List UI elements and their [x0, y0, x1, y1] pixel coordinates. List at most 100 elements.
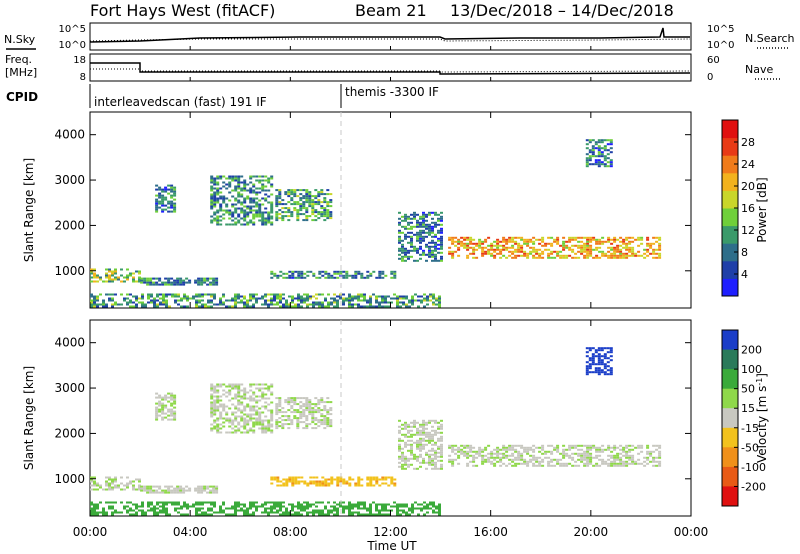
power-cell: [264, 197, 268, 200]
velocity-cell: [410, 443, 413, 446]
velocity-cell: [267, 397, 271, 400]
velocity-cell: [176, 487, 180, 490]
velocity-cell: [437, 437, 440, 440]
power-cell: [305, 197, 309, 200]
velocity-cell: [255, 401, 259, 404]
velocity-cell: [204, 501, 207, 504]
velocity-cell: [297, 476, 301, 479]
power-cell: [399, 301, 402, 304]
velocity-cell: [410, 463, 413, 466]
velocity-cell: [255, 505, 258, 508]
velocity-cell: [228, 399, 232, 402]
power-cell: [252, 303, 255, 306]
velocity-cell: [327, 482, 331, 485]
power-cell: [586, 240, 590, 243]
power-cell: [603, 155, 607, 158]
power-cell: [317, 203, 321, 206]
velocity-colorbar-swatch: [722, 427, 738, 448]
velocity-cell: [416, 455, 419, 458]
velocity-cell: [270, 425, 274, 428]
velocity-cell: [419, 431, 422, 434]
power-cell: [401, 249, 404, 252]
velocity-cell: [438, 511, 441, 514]
velocity-cell: [258, 413, 262, 416]
velocity-cell: [297, 501, 300, 504]
velocity-cell: [606, 347, 610, 350]
velocity-cell: [275, 411, 279, 414]
velocity-cell: [517, 444, 521, 447]
power-cell: [586, 256, 590, 259]
velocity-cell: [655, 448, 659, 451]
power-cell: [562, 248, 566, 251]
velocity-cell: [219, 417, 223, 420]
velocity-cell: [264, 407, 268, 410]
velocity-cell: [117, 486, 120, 489]
velocity-cell: [613, 464, 617, 467]
power-cell: [463, 236, 467, 239]
velocity-cell: [270, 417, 274, 420]
velocity-cell: [114, 486, 117, 489]
velocity-cell: [610, 464, 614, 467]
power-cell: [354, 297, 357, 300]
velocity-cell: [622, 450, 626, 453]
power-cell: [255, 293, 258, 296]
velocity-cell: [321, 509, 324, 512]
velocity-cell: [625, 456, 629, 459]
power-cell: [212, 277, 216, 280]
power-cell: [652, 236, 656, 239]
power-cell: [297, 276, 301, 279]
velocity-cell: [342, 478, 346, 481]
velocity-cell: [493, 462, 497, 465]
power-cell: [588, 159, 592, 162]
velocity-cell: [290, 399, 294, 402]
velocity-cell: [556, 448, 560, 451]
power-cell: [111, 297, 114, 300]
power-cell: [252, 215, 256, 218]
power-cell: [431, 235, 434, 238]
velocity-cell: [435, 511, 438, 514]
velocity-cell: [481, 450, 485, 453]
velocity-cell: [434, 457, 437, 460]
y-tick-label: 2000: [54, 218, 85, 232]
power-cell: [264, 221, 268, 224]
velocity-cell: [559, 464, 563, 467]
velocity-cell: [594, 367, 598, 370]
power-cell: [381, 299, 384, 302]
velocity-cell: [159, 511, 162, 514]
power-cell: [401, 257, 404, 260]
velocity-cell: [108, 488, 111, 491]
velocity-cell: [293, 417, 297, 420]
power-cell: [384, 274, 388, 277]
velocity-cell: [451, 464, 455, 467]
velocity-cell: [102, 507, 105, 510]
velocity-cell: [213, 419, 217, 422]
power-cell: [165, 293, 168, 296]
power-cell: [529, 252, 533, 255]
power-cell: [129, 293, 132, 296]
power-cell: [600, 163, 604, 166]
velocity-cell: [309, 480, 313, 483]
power-cell: [326, 189, 330, 192]
velocity-colorbar-frame: [721, 329, 739, 507]
velocity-cell: [237, 399, 241, 402]
power-cell: [219, 205, 223, 208]
velocity-cell: [249, 507, 252, 510]
power-cell: [126, 297, 129, 300]
power-cell: [197, 281, 201, 284]
power-cell: [281, 203, 285, 206]
velocity-cell: [270, 501, 273, 504]
power-cell: [105, 272, 108, 275]
power-cell: [126, 274, 129, 277]
power-cell: [628, 242, 632, 245]
velocity-cell: [96, 482, 99, 485]
velocity-cell: [90, 488, 93, 491]
power-cell: [321, 301, 324, 304]
velocity-cell: [96, 511, 99, 514]
velocity-cell: [437, 431, 440, 434]
power-cell: [318, 305, 321, 308]
power-cell: [320, 205, 324, 208]
power-cell: [261, 179, 265, 182]
power-cell: [246, 197, 250, 200]
power-cell: [357, 272, 361, 275]
velocity-cell: [213, 385, 217, 388]
